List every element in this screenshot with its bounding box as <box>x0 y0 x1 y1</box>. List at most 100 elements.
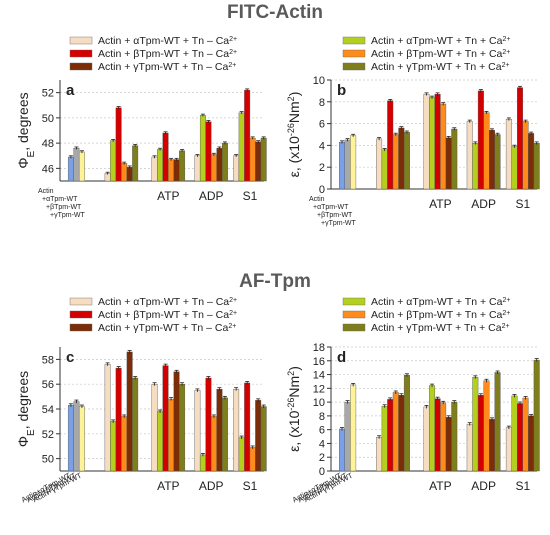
x-wt-label: Actin <box>309 196 325 203</box>
y-tick-label: 56 <box>42 379 54 391</box>
x-group-label: ADP <box>471 197 496 211</box>
legend-minus-top-swatch <box>69 36 93 45</box>
x-group-label: S1 <box>243 189 258 203</box>
bar-plus-alpha <box>110 421 117 472</box>
x-wt-label: Actin <box>38 188 54 195</box>
bar-minus-alpha <box>505 427 512 472</box>
y-tick-label: 50 <box>42 454 54 466</box>
y-tick-label: 54 <box>42 404 54 416</box>
bar-minus-beta <box>477 90 484 190</box>
bar-plus-alpha <box>238 112 245 182</box>
y-tick-label: 14 <box>313 370 325 382</box>
x-group-label: S1 <box>243 479 258 493</box>
bar-plus-alpha <box>381 406 388 472</box>
bar-minus-beta <box>205 121 212 182</box>
bar-minus-alpha <box>233 388 240 472</box>
bar-plus-beta <box>440 402 447 472</box>
bar-minus-alpha <box>423 406 430 472</box>
bar-wt-gamma <box>350 135 357 190</box>
y-tick-label: 8 <box>319 411 325 423</box>
x-group-label: S1 <box>515 197 530 211</box>
legend-plus-top-label: Actin + βTpm-WT + Tn + Ca2+ <box>371 48 510 60</box>
bar-plus-beta <box>168 159 175 182</box>
bar-minus-beta <box>517 403 523 472</box>
y-tick-label: 58 <box>42 354 54 366</box>
bar-wt-alpha <box>339 141 346 190</box>
bar-wt-gamma <box>350 384 357 472</box>
panel-a: 46 48 50 52 a ΦE, degrees ATP ADP S1 Actin+αTpm-W… <box>15 80 267 219</box>
bar-wt-alpha <box>339 428 346 472</box>
bar-plus-gamma <box>494 372 501 472</box>
x-group-label: ADP <box>471 479 496 493</box>
bar-plus-beta <box>392 134 399 190</box>
legend-minus-bottom-swatch <box>69 323 93 332</box>
legend-minus-bottom-swatch <box>69 297 93 306</box>
y-tick-label: 4 <box>319 438 325 450</box>
x-group-label: ATP <box>429 479 451 493</box>
bar-minus-beta <box>162 132 169 182</box>
y-tick-label: 12 <box>313 383 325 395</box>
bar-minus-beta <box>115 367 122 472</box>
x-wt-label: +βTpm-WT <box>46 204 82 211</box>
bar-plus-gamma <box>403 375 410 472</box>
bar-minus-gamma <box>255 141 262 182</box>
legend-minus-bottom-label: Actin + αTpm-WT + Tn – Ca2+ <box>98 296 237 308</box>
bar-wt-beta <box>73 147 80 182</box>
bar-minus-beta <box>244 89 251 182</box>
y-tick-label: 52 <box>42 429 54 441</box>
bar-plus-gamma <box>533 143 540 190</box>
y-tick-label: 46 <box>42 163 54 175</box>
bar-minus-gamma <box>398 395 405 472</box>
bar-minus-beta <box>477 395 484 472</box>
bar-plus-gamma <box>132 377 139 472</box>
bar-plus-alpha <box>511 395 518 472</box>
bar-minus-gamma <box>528 415 535 472</box>
bar-minus-alpha <box>151 156 158 182</box>
legend-plus-top-swatch <box>342 49 366 58</box>
panel-letter: c <box>66 349 74 366</box>
legend-minus-bottom-swatch <box>69 310 93 319</box>
bar-plus-gamma <box>494 134 501 190</box>
bar-minus-beta <box>205 377 212 472</box>
x-group-label: ATP <box>157 479 179 493</box>
bar-minus-gamma <box>126 351 133 472</box>
bar-minus-beta <box>517 87 523 190</box>
bar-minus-alpha <box>233 155 240 182</box>
y-axis-label: ΦE, degrees <box>15 371 37 447</box>
legend-plus-bottom-label: Actin + βTpm-WT + Tn + Ca2+ <box>371 309 510 321</box>
y-tick-label: 6 <box>319 119 325 131</box>
bar-wt-gamma <box>78 406 85 472</box>
bar-minus-gamma <box>398 127 405 190</box>
bar-plus-beta <box>121 163 128 182</box>
bar-plus-beta <box>392 392 399 472</box>
bar-plus-alpha <box>238 437 245 472</box>
bar-plus-alpha <box>472 377 479 472</box>
y-tick-label: 0 <box>319 184 325 196</box>
y-tick-label: 10 <box>313 75 325 87</box>
bar-minus-gamma <box>445 137 452 190</box>
y-axis-label: ε, (x10-26Nm2) <box>286 366 302 452</box>
x-group-label: ADP <box>199 479 224 493</box>
bar-minus-beta <box>434 398 441 472</box>
x-wt-label: +αTpm-WT <box>313 204 349 211</box>
x-group-label: S1 <box>515 479 530 493</box>
bar-minus-alpha <box>194 155 201 182</box>
bar-plus-beta <box>522 397 529 472</box>
bar-minus-beta <box>387 399 394 472</box>
y-axis-label: ε, (x10-26Nm2) <box>286 92 302 178</box>
bar-wt-beta <box>344 401 351 472</box>
y-tick-label: 0 <box>319 466 325 478</box>
bar-minus-gamma <box>216 147 223 182</box>
bar-plus-alpha <box>381 149 388 190</box>
x-wt-label: +γTpm-WT <box>50 212 86 219</box>
legend-plus-bottom-label: Actin + αTpm-WT + Tn + Ca2+ <box>371 296 510 308</box>
bar-minus-alpha <box>376 437 383 472</box>
bar-plus-gamma <box>132 145 139 182</box>
x-group-label: ATP <box>157 189 179 203</box>
bar-plus-beta <box>249 447 256 472</box>
legend-plus-top-label: Actin + γTpm-WT + Tn + Ca2+ <box>371 61 510 73</box>
panel-letter: b <box>337 82 346 99</box>
y-axis-label: ΦE, degrees <box>15 92 37 168</box>
